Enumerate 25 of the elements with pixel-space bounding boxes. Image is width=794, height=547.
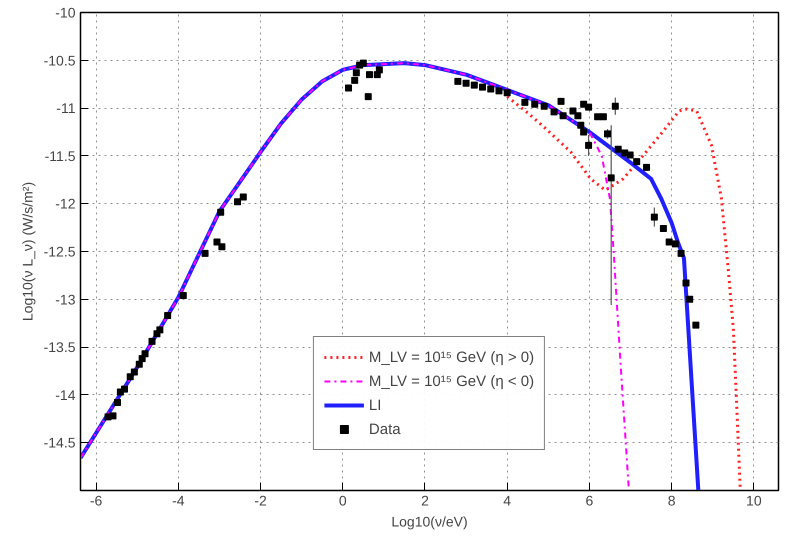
x-tick-label: -2 [254, 492, 267, 508]
x-tick-label: 2 [421, 492, 430, 508]
x-tick-label: 10 [746, 492, 762, 508]
y-tick-label: -13.5 [44, 339, 76, 356]
y-tick-label: -11 [56, 100, 76, 116]
x-tick-label: 4 [503, 492, 512, 508]
y-tick-label: -12 [55, 196, 76, 212]
y-tick-label: -12.5 [44, 244, 76, 260]
y-tick-label: -10.5 [44, 52, 76, 68]
legend-label: Data [368, 420, 401, 438]
x-axis-title: Log10(ν/eV) [391, 514, 468, 530]
x-tick-label: -6 [90, 492, 103, 508]
y-tick-label: -13 [55, 291, 76, 308]
y-axis-title: Log10(ν L_ν) (W/s/m²) [20, 182, 36, 322]
x-tick-label: -4 [172, 492, 185, 508]
legend-label: M_LV = 10¹⁵ GeV (η < 0) [368, 372, 534, 390]
x-tick-label: 6 [586, 492, 594, 508]
legend-label: LI [368, 396, 382, 414]
y-tick-label: -10 [55, 4, 76, 20]
y-tick-label: -14 [55, 386, 76, 403]
y-tick-label: -14.5 [44, 434, 76, 451]
y-tick-label: -11.5 [44, 148, 76, 164]
x-tick-label: 0 [338, 492, 347, 508]
x-tick-label: 8 [668, 492, 676, 508]
legend-label: M_LV = 10¹⁵ GeV (η > 0) [368, 348, 534, 366]
